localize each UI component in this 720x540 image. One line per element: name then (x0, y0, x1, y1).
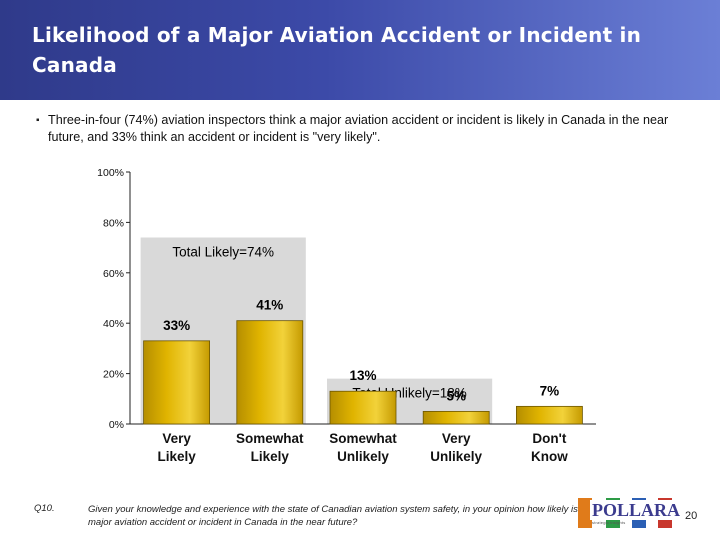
category-label-2-1: Unlikely (337, 449, 389, 464)
category-label-3-0: Very (442, 431, 471, 446)
data-label-1: 41% (256, 298, 283, 313)
pollara-logo: POLLARA strategic insights (578, 498, 683, 528)
category-label-2-0: Somewhat (329, 431, 397, 446)
bullet-square-icon: ▪ (36, 115, 40, 126)
logo-orange-block (578, 498, 592, 528)
y-tick-label-4: 80% (103, 217, 124, 229)
category-label-4-1: Know (531, 449, 568, 464)
page-number: 20 (685, 510, 698, 522)
category-label-0-1: Likely (157, 449, 196, 464)
question-text: Given your knowledge and experience with… (88, 504, 586, 528)
y-tick-label-0: 0% (109, 419, 124, 431)
summary-text: Three-in-four (74%) aviation inspectors … (48, 113, 669, 144)
bar-1 (236, 320, 304, 425)
category-label-4-0: Don't (532, 431, 566, 446)
y-tick-label-1: 20% (103, 369, 124, 381)
y-tick-label-3: 60% (103, 268, 124, 280)
y-tick-label-5: 100% (97, 167, 124, 179)
bar-0 (143, 340, 211, 425)
category-label-0-0: Very (162, 431, 191, 446)
page-title: Likelihood of a Major Aviation Accident … (32, 23, 642, 77)
annotation-label-0: Total Likely=74% (172, 245, 274, 260)
category-label-3-1: Unlikely (430, 449, 482, 464)
data-label-4: 7% (540, 383, 560, 398)
title-banner: Likelihood of a Major Aviation Accident … (0, 0, 720, 100)
logo-wordmark: POLLARA (590, 500, 683, 520)
data-label-3: 5% (446, 388, 466, 403)
summary-bullet: ▪ Three-in-four (74%) aviation inspector… (36, 112, 696, 146)
bar-3 (422, 410, 490, 425)
bar-4 (516, 405, 583, 425)
data-label-0: 33% (163, 318, 190, 333)
data-label-2: 13% (349, 368, 376, 383)
category-label-1-0: Somewhat (236, 431, 304, 446)
y-tick-label-2: 40% (103, 318, 124, 330)
bar-2 (329, 390, 397, 425)
category-label-1-1: Likely (251, 449, 290, 464)
question-id: Q10. (34, 503, 55, 514)
logo-tagline: strategic insights (592, 520, 626, 525)
